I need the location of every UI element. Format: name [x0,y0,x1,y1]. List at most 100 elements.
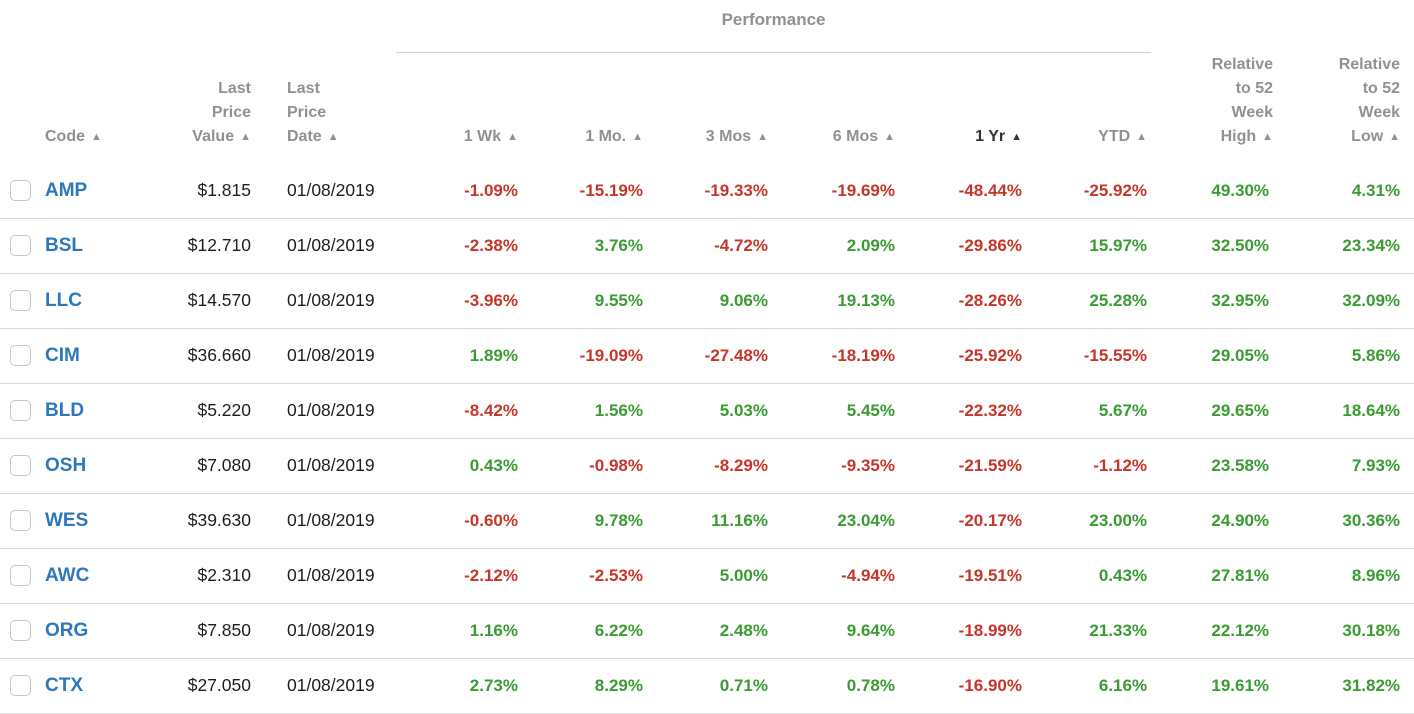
last-price-value-cell: $2.310 [111,548,251,604]
perf-3mos-cell: -19.33% [647,163,772,219]
perf-6mos-cell: -19.69% [772,163,899,219]
checkbox-cell [0,218,36,274]
row-checkbox[interactable] [10,290,31,311]
perf-1wk-cell: -2.38% [396,218,522,274]
stock-code-link[interactable]: ORG [45,619,89,641]
last-price-date-cell: 01/08/2019 [251,438,396,494]
rel-52wk-high-cell: 29.05% [1151,328,1274,384]
column-header-1mo[interactable]: 1 Mo. ▲ [522,53,647,164]
perf-1mo-cell: 1.56% [522,383,647,439]
perf-1yr-cell: -19.51% [899,548,1026,604]
table-row: WES $39.630 01/08/2019 -0.60% 9.78% 11.1… [0,493,1414,549]
stock-code-link[interactable]: AMP [45,179,88,201]
stock-code-link[interactable]: CIM [45,344,80,366]
rel-52wk-low-cell: 8.96% [1273,548,1414,604]
table-row: OSH $7.080 01/08/2019 0.43% -0.98% -8.29… [0,438,1414,494]
rel-52wk-high-cell: 32.50% [1151,218,1274,274]
checkbox-cell [0,273,36,329]
column-header-rel-52wk-high[interactable]: Relative to 52 Week High ▲ [1151,53,1273,164]
perf-3mos-cell: 5.00% [647,548,772,604]
table-row: AWC $2.310 01/08/2019 -2.12% -2.53% 5.00… [0,548,1414,604]
stock-code-link[interactable]: LLC [45,289,82,311]
perf-1yr-cell: -28.26% [899,273,1026,329]
rel-52wk-high-cell: 23.58% [1151,438,1274,494]
column-header-code[interactable]: Code ▲ [36,53,111,164]
column-header-ytd-label: YTD [1098,127,1131,145]
rel-52wk-low-cell: 30.18% [1273,603,1414,659]
column-header-3mos[interactable]: 3 Mos ▲ [647,53,772,164]
perf-ytd-cell: 23.00% [1026,493,1152,549]
column-header-1yr-label: 1 Yr [975,127,1006,145]
checkbox-cell [0,163,36,219]
perf-6mos-cell: 2.09% [772,218,899,274]
last-price-date-cell: 01/08/2019 [251,273,396,329]
stock-code-link[interactable]: WES [45,509,89,531]
perf-1wk-cell: -8.42% [396,383,522,439]
stock-code-link[interactable]: BLD [45,399,85,421]
perf-ytd-cell: 21.33% [1026,603,1152,659]
perf-3mos-cell: -8.29% [647,438,772,494]
code-cell: ORG [36,603,111,659]
perf-1yr-cell: -29.86% [899,218,1026,274]
sort-ascending-icon: ▲ [507,130,518,143]
row-checkbox[interactable] [10,455,31,476]
sort-ascending-icon: ▲ [240,130,251,143]
perf-3mos-cell: -4.72% [647,218,772,274]
perf-1wk-cell: 2.73% [396,658,522,714]
column-header-rel-52wk-low[interactable]: Relative to 52 Week Low ▲ [1273,53,1414,164]
perf-6mos-cell: 5.45% [772,383,899,439]
row-checkbox[interactable] [10,400,31,421]
code-cell: WES [36,493,111,549]
row-checkbox[interactable] [10,565,31,586]
row-checkbox[interactable] [10,620,31,641]
perf-1mo-cell: -19.09% [522,328,647,384]
table-header: Performance Code ▲ Last Price Value ▲ Last… [0,0,1414,164]
table-row: CIM $36.660 01/08/2019 1.89% -19.09% -27… [0,328,1414,384]
rel-52wk-high-cell: 19.61% [1151,658,1274,714]
column-header-6mos[interactable]: 6 Mos ▲ [772,53,899,164]
last-price-date-cell: 01/08/2019 [251,493,396,549]
column-header-1yr[interactable]: 1 Yr ▲ [899,53,1026,164]
last-price-date-cell: 01/08/2019 [251,163,396,219]
perf-1wk-cell: -3.96% [396,273,522,329]
stock-code-link[interactable]: CTX [45,674,83,696]
rel-52wk-low-cell: 30.36% [1273,493,1414,549]
perf-1yr-cell: -22.32% [899,383,1026,439]
checkbox-cell [0,548,36,604]
code-cell: CIM [36,328,111,384]
rel-52wk-low-cell: 5.86% [1273,328,1414,384]
stock-code-link[interactable]: AWC [45,564,90,586]
perf-6mos-cell: 9.64% [772,603,899,659]
rel-52wk-low-cell: 7.93% [1273,438,1414,494]
perf-1yr-cell: -25.92% [899,328,1026,384]
row-checkbox[interactable] [10,235,31,256]
code-cell: LLC [36,273,111,329]
perf-3mos-cell: 2.48% [647,603,772,659]
group-spacer-right [1151,0,1414,53]
perf-1mo-cell: -0.98% [522,438,647,494]
perf-6mos-cell: 19.13% [772,273,899,329]
perf-1wk-cell: 1.89% [396,328,522,384]
code-cell: BLD [36,383,111,439]
performance-group-label: Performance [721,10,826,29]
checkbox-cell [0,438,36,494]
last-price-value-cell: $7.850 [111,603,251,659]
row-checkbox[interactable] [10,510,31,531]
stock-code-link[interactable]: OSH [45,454,87,476]
last-price-date-cell: 01/08/2019 [251,383,396,439]
row-checkbox[interactable] [10,345,31,366]
table-row: BLD $5.220 01/08/2019 -8.42% 1.56% 5.03%… [0,383,1414,439]
perf-1wk-cell: -2.12% [396,548,522,604]
column-header-1wk[interactable]: 1 Wk ▲ [396,53,522,164]
table-row: LLC $14.570 01/08/2019 -3.96% 9.55% 9.06… [0,273,1414,329]
column-header-ytd[interactable]: YTD ▲ [1026,53,1151,164]
row-checkbox[interactable] [10,180,31,201]
row-checkbox[interactable] [10,675,31,696]
column-header-last-price-date[interactable]: Last Price Date ▲ [251,53,396,164]
perf-3mos-cell: -27.48% [647,328,772,384]
column-header-last-price-value[interactable]: Last Price Value ▲ [111,53,251,164]
rel-52wk-low-cell: 18.64% [1273,383,1414,439]
column-header-1wk-label: 1 Wk [463,127,502,145]
sort-ascending-icon: ▲ [327,130,339,143]
stock-code-link[interactable]: BSL [45,234,83,256]
